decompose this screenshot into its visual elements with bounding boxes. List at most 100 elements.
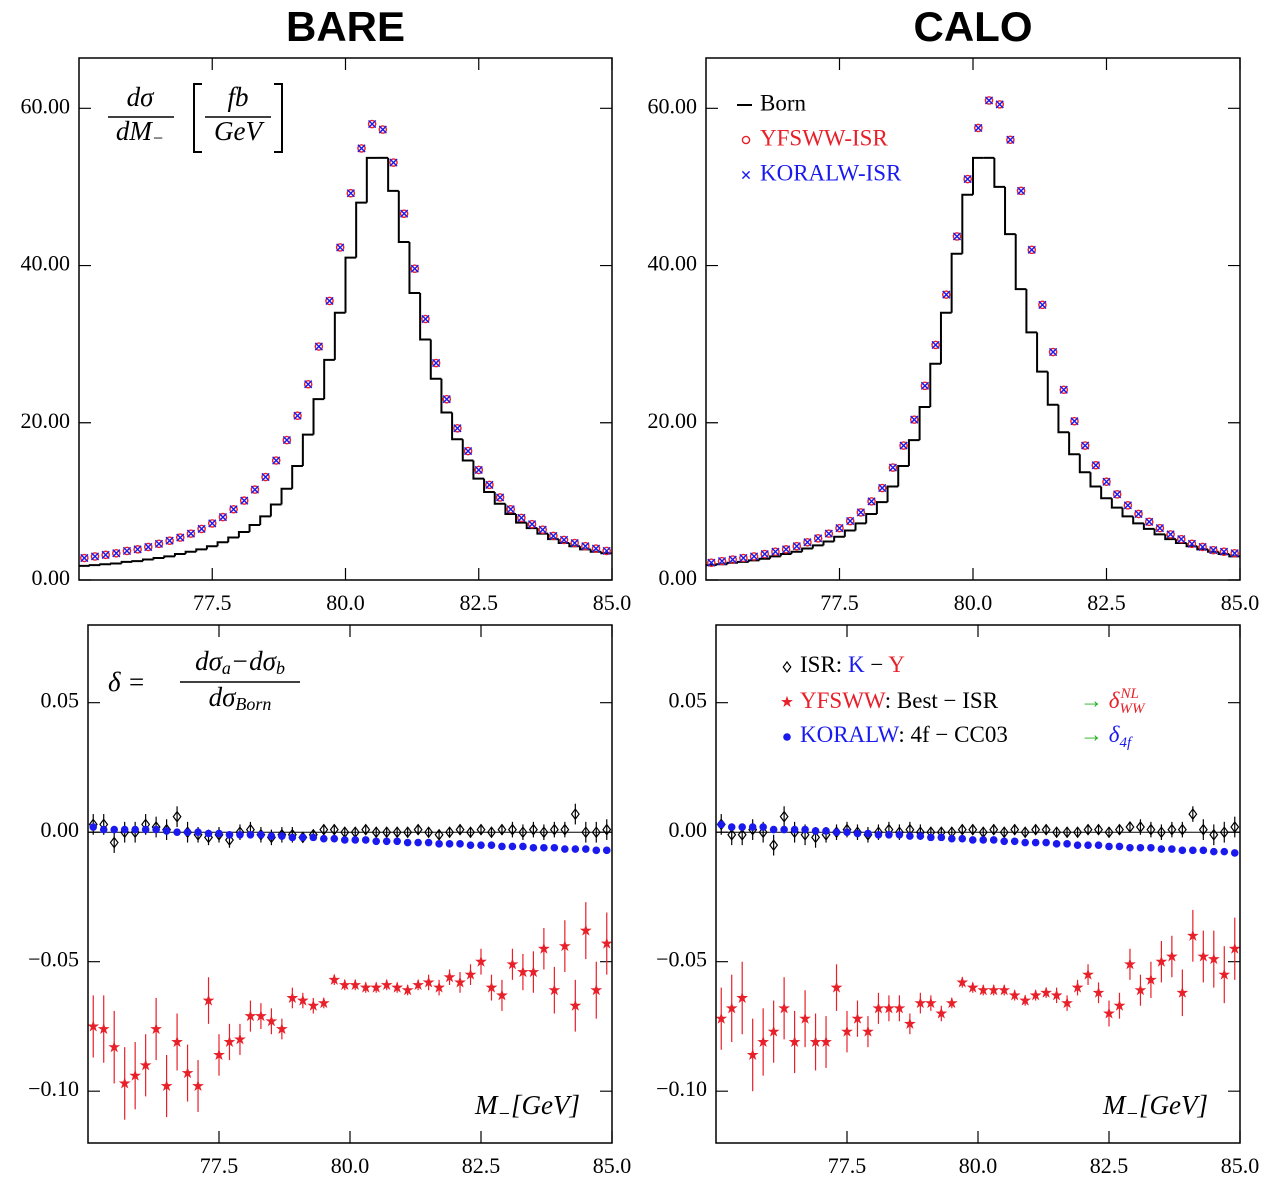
marker-circle [218, 512, 228, 522]
marker-star [862, 1025, 874, 1037]
marker-star [883, 1002, 895, 1014]
marker-cross [549, 531, 558, 541]
histogram-step [344, 256, 357, 313]
histogram-step [897, 465, 909, 487]
x-tick-label: 82.5 [1090, 1153, 1129, 1178]
marker-circle [346, 188, 356, 198]
marker-star [1218, 968, 1231, 980]
y-tick-label: 0.00 [669, 817, 708, 842]
marker-dot [173, 828, 181, 836]
marker-dot [748, 823, 757, 831]
chart-title: BARE [286, 3, 405, 50]
marker-star [443, 971, 456, 983]
marker-diamond [392, 826, 402, 839]
marker-circle [325, 296, 334, 306]
histogram-step [1004, 186, 1016, 236]
marker-circle [261, 472, 270, 482]
marker-star [475, 955, 487, 967]
marker-cross [432, 358, 441, 368]
legend-label: YFSWW: Best − ISR [800, 688, 999, 713]
marker-cross [485, 480, 494, 489]
marker-circle [792, 541, 802, 551]
marker-cross [229, 505, 238, 514]
marker-dot [958, 834, 967, 843]
marker-diamond [424, 826, 434, 839]
marker-diamond [1010, 823, 1020, 836]
marker-star [265, 1015, 278, 1027]
y-tick-label: −0.05 [28, 947, 79, 972]
marker-dot [1220, 847, 1229, 856]
marker-star [1029, 989, 1042, 1001]
marker-dot [288, 833, 297, 842]
marker-cross [1070, 417, 1079, 426]
histogram-step [163, 555, 175, 558]
marker-cross [527, 520, 537, 529]
histogram-step [950, 252, 963, 313]
legend-part: YFSWW [800, 688, 886, 713]
marker-circle [101, 550, 110, 560]
marker-cross [899, 441, 908, 450]
marker-star [296, 994, 309, 1006]
marker-circle [271, 456, 281, 465]
marker-cross [272, 456, 281, 465]
marker-circle [813, 534, 823, 543]
marker-star [590, 983, 603, 996]
marker-diamond [727, 828, 737, 841]
legend-note: → δWWNL [1080, 686, 1146, 717]
marker-star [401, 983, 414, 996]
y-tick-label: 0.05 [41, 688, 80, 713]
marker-star [830, 981, 843, 993]
marker-star [924, 996, 937, 1009]
x-tick-label: 80.0 [954, 590, 993, 615]
marker-diamond [1052, 826, 1062, 839]
marker-circle [399, 209, 409, 218]
marker-circle [591, 544, 601, 553]
marker-star [370, 981, 383, 993]
marker-star [234, 1033, 246, 1045]
marker-cross [453, 424, 462, 433]
marker-dot [456, 840, 464, 848]
marker-cross [90, 552, 100, 561]
histogram-step [1068, 432, 1080, 456]
marker-circle [781, 545, 791, 554]
marker-diamond [1104, 826, 1114, 839]
marker-dot [602, 846, 611, 855]
histogram-step [419, 293, 431, 341]
marker-dot [1115, 842, 1124, 851]
marker-dot [864, 829, 872, 838]
marker-cross [749, 552, 759, 561]
histogram-step [504, 503, 517, 515]
legend-label: ISR: K − Y [800, 652, 905, 677]
histogram-step [387, 157, 399, 192]
histogram-step [99, 563, 111, 566]
marker-diamond [445, 826, 455, 839]
legend-label: Born [760, 90, 807, 115]
marker-dot [225, 830, 234, 839]
marker-cross [346, 189, 355, 198]
marker-star [1134, 983, 1147, 996]
marker-star [1103, 1007, 1115, 1019]
note-part: → [1080, 722, 1109, 747]
marker-dot [152, 825, 160, 834]
marker-cross [495, 493, 505, 502]
marker-circle [899, 441, 908, 450]
marker-dot [1031, 838, 1040, 847]
marker-cross [717, 557, 727, 566]
marker-star [160, 1079, 173, 1092]
marker-diamond [518, 826, 528, 839]
marker-circle [931, 340, 940, 350]
marker-diamond [172, 810, 182, 823]
marker-star [181, 1066, 194, 1079]
marker-star [349, 978, 362, 991]
histogram-step [843, 529, 856, 537]
marker-circle [1006, 135, 1015, 145]
note-part: δ [1109, 688, 1120, 713]
marker-star [914, 996, 927, 1009]
marker-dot [110, 825, 118, 834]
marker-cross [910, 415, 919, 424]
marker-circle [952, 232, 962, 241]
marker-star [537, 942, 550, 954]
marker-star [317, 996, 330, 1009]
histogram-step [1025, 289, 1038, 334]
histogram-step [1153, 528, 1166, 536]
